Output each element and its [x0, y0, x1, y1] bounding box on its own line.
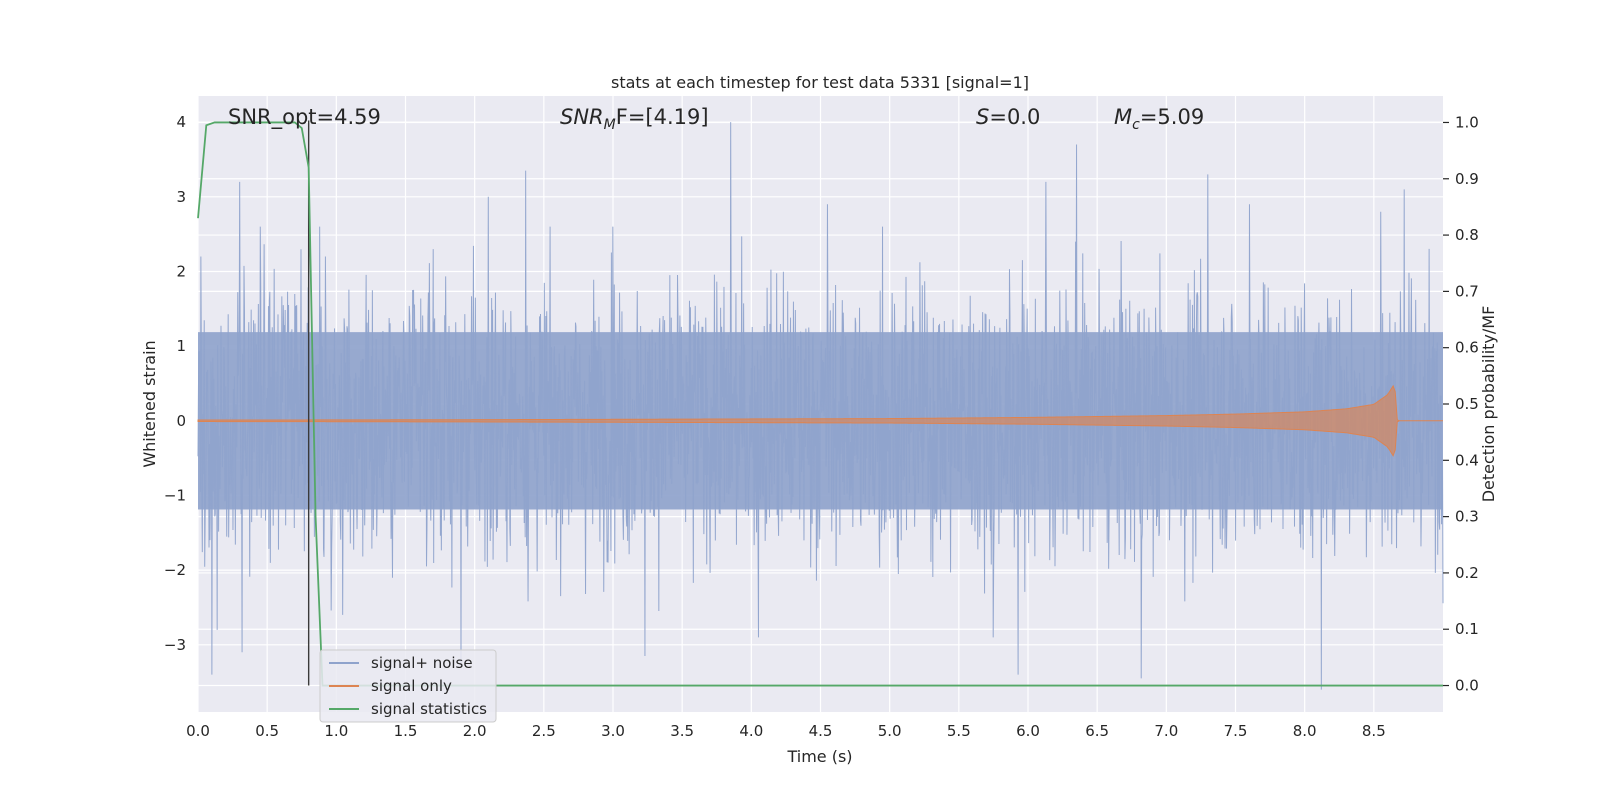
- annotation-snr-mf-rest: F=[4.19]: [616, 105, 709, 129]
- y-right-tick-label: 0.9: [1455, 170, 1479, 188]
- y-tick-label: −1: [164, 486, 186, 504]
- y-right-tick-label: 0.5: [1455, 395, 1479, 413]
- y-right-tick-label: 0.8: [1455, 226, 1479, 244]
- x-tick-label: 6.5: [1085, 722, 1109, 740]
- x-axis-ticks: 0.0 0.5 1.0 1.5 2.0 2.5 3.0 3.5 4.0 4.5 5.0 5.5 6.0 6…: [186, 722, 1386, 740]
- x-tick-label: 1.0: [324, 722, 348, 740]
- annotation-s: S=0.0: [976, 105, 1040, 129]
- legend-label-signal-only: signal only: [371, 677, 452, 695]
- y-tick-label: 2: [176, 262, 186, 280]
- x-tick-label: 8.0: [1293, 722, 1317, 740]
- y-right-tick-label: 0.2: [1455, 564, 1479, 582]
- x-tick-label: 2.5: [532, 722, 556, 740]
- legend: signal+ noise signal only signal statist…: [319, 649, 497, 723]
- annotation-snr-mf-symbol: SNR: [560, 105, 604, 129]
- y-right-tick-label: 0.1: [1455, 620, 1479, 638]
- y-right-axis-label: Detection probability/MF: [1479, 306, 1498, 503]
- annotation-mc: Mc=5.09: [1114, 105, 1204, 133]
- signal-statistics-line: [197, 121, 1443, 687]
- x-tick-label: 4.5: [809, 722, 833, 740]
- x-tick-label: 4.0: [739, 722, 763, 740]
- plot-area: [197, 96, 1444, 712]
- legend-box: [319, 649, 497, 723]
- y-tick-label: 4: [176, 113, 186, 131]
- y-tick-label: −3: [164, 636, 186, 654]
- annotation-s-value: =0.0: [989, 105, 1040, 129]
- y-right-tick-label: 0.7: [1455, 282, 1479, 300]
- annotation-mc-symbol: M: [1114, 105, 1132, 129]
- legend-label-signal-noise: signal+ noise: [371, 654, 473, 672]
- chart-title: stats at each timestep for test data 533…: [611, 73, 1029, 92]
- annotation-s-symbol: S: [976, 105, 989, 129]
- y-axis-label: Whitened strain: [140, 340, 159, 467]
- annotation-snr-mf: SNRMF=[4.19]: [560, 105, 709, 133]
- x-tick-label: 3.0: [601, 722, 625, 740]
- y-right-axis-ticks: 0.0 0.1 0.2 0.3 0.4 0.5 0.6 0.7 0.8 0.9 1.0: [1443, 113, 1479, 695]
- signal-only-line: [197, 384, 1443, 457]
- legend-label-signal-statistics: signal statistics: [371, 700, 487, 718]
- x-tick-label: 7.0: [1154, 722, 1178, 740]
- x-tick-label: 5.5: [947, 722, 971, 740]
- y-axis-ticks: −3 −2 −1 0 1 2 3 4: [164, 113, 186, 654]
- x-tick-label: 3.5: [670, 722, 694, 740]
- y-tick-label: 3: [176, 188, 186, 206]
- annotation-snr-opt: SNR_opt=4.59: [228, 105, 381, 130]
- y-right-tick-label: 0.6: [1455, 339, 1479, 357]
- x-tick-label: 0.5: [255, 722, 279, 740]
- x-tick-label: 6.0: [1016, 722, 1040, 740]
- signal-noise-line: [197, 122, 1444, 690]
- x-tick-label: 7.5: [1224, 722, 1248, 740]
- y-tick-label: −2: [164, 561, 186, 579]
- y-tick-label: 1: [176, 337, 186, 355]
- x-tick-label: 2.0: [463, 722, 487, 740]
- y-right-tick-label: 1.0: [1455, 113, 1479, 131]
- x-tick-label: 0.0: [186, 722, 210, 740]
- x-tick-label: 8.5: [1362, 722, 1386, 740]
- x-tick-label: 1.5: [394, 722, 418, 740]
- annotation-mc-value: =5.09: [1140, 105, 1204, 129]
- annotation-snr-mf-sub: M: [604, 117, 616, 133]
- signal-only-series: [197, 384, 1443, 457]
- y-tick-label: 0: [176, 412, 186, 430]
- y-right-tick-label: 0.3: [1455, 508, 1479, 526]
- y-right-tick-label: 0.0: [1455, 677, 1479, 695]
- x-axis-label: Time (s): [786, 747, 852, 766]
- y-right-tick-label: 0.4: [1455, 451, 1479, 469]
- x-tick-label: 5.0: [878, 722, 902, 740]
- annotation-mc-sub: c: [1132, 117, 1140, 133]
